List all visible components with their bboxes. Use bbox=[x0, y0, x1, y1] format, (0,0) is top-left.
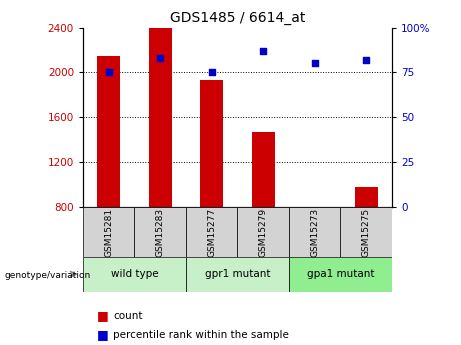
Bar bbox=[289, 207, 340, 257]
Bar bbox=[83, 207, 135, 257]
Text: wild type: wild type bbox=[111, 269, 158, 279]
Text: gpr1 mutant: gpr1 mutant bbox=[205, 269, 270, 279]
Text: percentile rank within the sample: percentile rank within the sample bbox=[113, 330, 289, 339]
Bar bbox=[135, 207, 186, 257]
Title: GDS1485 / 6614_at: GDS1485 / 6614_at bbox=[170, 11, 305, 25]
Text: GSM15283: GSM15283 bbox=[156, 207, 165, 257]
Text: ■: ■ bbox=[97, 328, 108, 341]
Text: GSM15275: GSM15275 bbox=[361, 207, 371, 257]
Text: count: count bbox=[113, 311, 142, 321]
Text: ■: ■ bbox=[97, 309, 108, 322]
Text: genotype/variation: genotype/variation bbox=[5, 272, 91, 280]
Text: GSM15277: GSM15277 bbox=[207, 207, 216, 257]
Point bbox=[362, 57, 370, 63]
Bar bbox=[186, 207, 237, 257]
Bar bbox=[97, 56, 120, 207]
Point bbox=[105, 70, 112, 75]
Bar bbox=[340, 207, 392, 257]
Bar bbox=[252, 132, 275, 207]
Bar bbox=[148, 28, 172, 207]
Text: gpa1 mutant: gpa1 mutant bbox=[307, 269, 374, 279]
Bar bbox=[83, 257, 186, 292]
Bar bbox=[186, 257, 289, 292]
Bar bbox=[237, 207, 289, 257]
Point bbox=[208, 70, 215, 75]
Point bbox=[156, 55, 164, 61]
Bar bbox=[303, 207, 326, 209]
Point bbox=[311, 61, 318, 66]
Bar bbox=[289, 257, 392, 292]
Text: GSM15273: GSM15273 bbox=[310, 207, 319, 257]
Bar bbox=[200, 80, 223, 207]
Bar bbox=[355, 187, 378, 207]
Text: GSM15279: GSM15279 bbox=[259, 207, 268, 257]
Point bbox=[260, 48, 267, 54]
Text: GSM15281: GSM15281 bbox=[104, 207, 113, 257]
